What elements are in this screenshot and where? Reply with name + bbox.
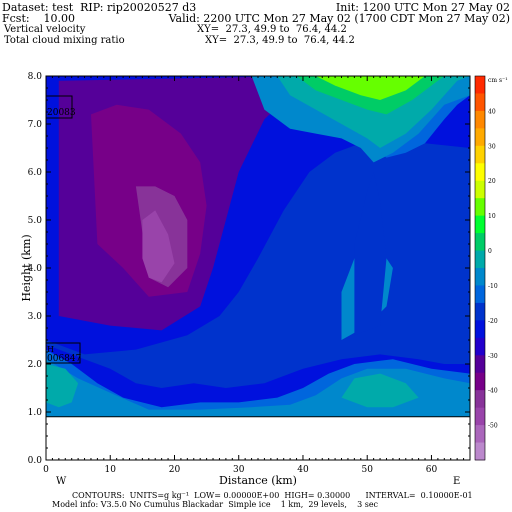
y-tick-label-6: 6.0 [28, 168, 43, 178]
y-tick-label-7: 7.0 [28, 120, 43, 130]
field-region-10 [315, 76, 425, 100]
y-tick-label-0: 0.0 [28, 456, 43, 466]
colorbar-swatch-1 [475, 93, 485, 112]
colorbar-swatch-19 [475, 407, 485, 426]
field-region-17 [341, 373, 419, 408]
field2-xy-label: XY= 27.3, 49.9 to 76.4, 44.2 [205, 35, 355, 46]
colorbar-tick-1: 30 [488, 143, 496, 150]
field1-xy-label: XY= 27.3, 49.9 to 76.4, 44.2 [197, 24, 347, 35]
colorbar-units: cm s⁻¹ [488, 77, 508, 84]
label-box-2-text: 006847 [47, 354, 82, 364]
colorbar-swatch-18 [475, 390, 485, 409]
y-tick-label-1: 1.0 [28, 408, 43, 418]
y-tick-label-2: 2.0 [28, 360, 43, 370]
y-tick-label-5: 5.0 [28, 216, 43, 226]
colorbar-swatch-3 [475, 128, 485, 147]
y-tick-label-8: 8.0 [28, 72, 43, 82]
colorbar-swatch-4 [475, 145, 485, 164]
model-info: Model info: V3.5.0 No Cumulus Blackadar … [52, 500, 379, 509]
terrain-ground [46, 416, 470, 460]
colorbar-swatch-14 [475, 320, 485, 339]
field-region-16 [46, 364, 79, 408]
field2-label: Total cloud mixing ratio [4, 35, 125, 46]
x-tick-label-4: 40 [297, 465, 309, 475]
colorbar-tick-6: -20 [488, 318, 498, 325]
colorbar-swatch-9 [475, 233, 485, 252]
colorbar-swatch-5 [475, 163, 485, 182]
colorbar-swatch-2 [475, 110, 485, 129]
x-axis-label: Distance (km) [219, 474, 297, 487]
colorbar-tick-0: 40 [488, 108, 496, 115]
x-tick-label-6: 60 [426, 465, 438, 475]
colorbar-swatch-11 [475, 268, 485, 286]
colorbar-swatch-10 [475, 250, 485, 269]
label-box-2-top: H [47, 345, 54, 354]
x-tick-label-5: 50 [361, 465, 373, 475]
y-tick-label-4: 4.0 [28, 264, 43, 274]
colorbar-frame [474, 75, 486, 461]
east-label: E [453, 476, 460, 487]
colorbar-swatch-21 [475, 442, 485, 461]
valid-time-label: Valid: 2200 UTC Mon 27 May 02 (1700 CDT … [168, 12, 510, 25]
field1-label: Vertical velocity [4, 24, 86, 35]
colorbar-tick-3: 10 [488, 213, 496, 220]
colorbar-tick-9: -50 [488, 423, 498, 430]
colorbar-swatch-15 [475, 337, 485, 356]
colorbar-swatch-16 [475, 355, 485, 374]
colorbar-swatch-8 [475, 215, 485, 234]
field-region-5 [142, 210, 175, 283]
x-tick-label-0: 0 [43, 465, 49, 475]
x-tick-label-2: 20 [169, 465, 181, 475]
x-tick-label-3: 30 [233, 465, 245, 475]
colorbar-swatch-0 [475, 76, 485, 94]
west-label: W [56, 476, 67, 487]
colorbar-tick-7: -30 [488, 353, 498, 360]
y-tick-label-3: 3.0 [28, 312, 43, 322]
forecast-label: Fcst: 10.00 [2, 12, 76, 25]
colorbar-tick-8: -40 [488, 388, 498, 395]
plot-fields [46, 76, 470, 460]
colorbar-tick-5: -10 [488, 283, 498, 290]
x-tick-label-1: 10 [105, 465, 117, 475]
y-axis-label: Height (km) [20, 234, 33, 301]
field-region-12 [354, 172, 387, 336]
label-box-1-text: 20083 [47, 108, 76, 118]
axes: 0 10 20 30 40 50 60 0.0 1.0 2.0 3.0 4.0 5.0 6.0 7.0 8.0… [20, 72, 470, 487]
init-time-label: Init: 1200 UTC Mon 27 May 02 [335, 1, 510, 14]
colorbar-swatch-12 [475, 285, 485, 304]
colorbar-tick-2: 20 [488, 178, 496, 185]
colorbar-tick-4: 0 [488, 248, 492, 255]
label-box-1 [45, 95, 73, 119]
colorbar: cm s⁻¹ 40 30 20 10 0 -10 -20 -30 -40 -50 [474, 75, 508, 461]
colorbar-swatch-13 [475, 302, 485, 321]
label-box-2 [45, 342, 81, 364]
dataset-label: Dataset: test RIP: rip20020527 d3 [2, 1, 197, 14]
colorbar-swatch-7 [475, 198, 485, 217]
colorbar-swatch-20 [475, 425, 485, 444]
contours-info: CONTOURS: UNITS=g kg⁻¹ LOW= 0.00000E+00 … [72, 491, 473, 500]
colorbar-swatch-17 [475, 372, 485, 391]
colorbar-swatch-6 [475, 180, 485, 199]
